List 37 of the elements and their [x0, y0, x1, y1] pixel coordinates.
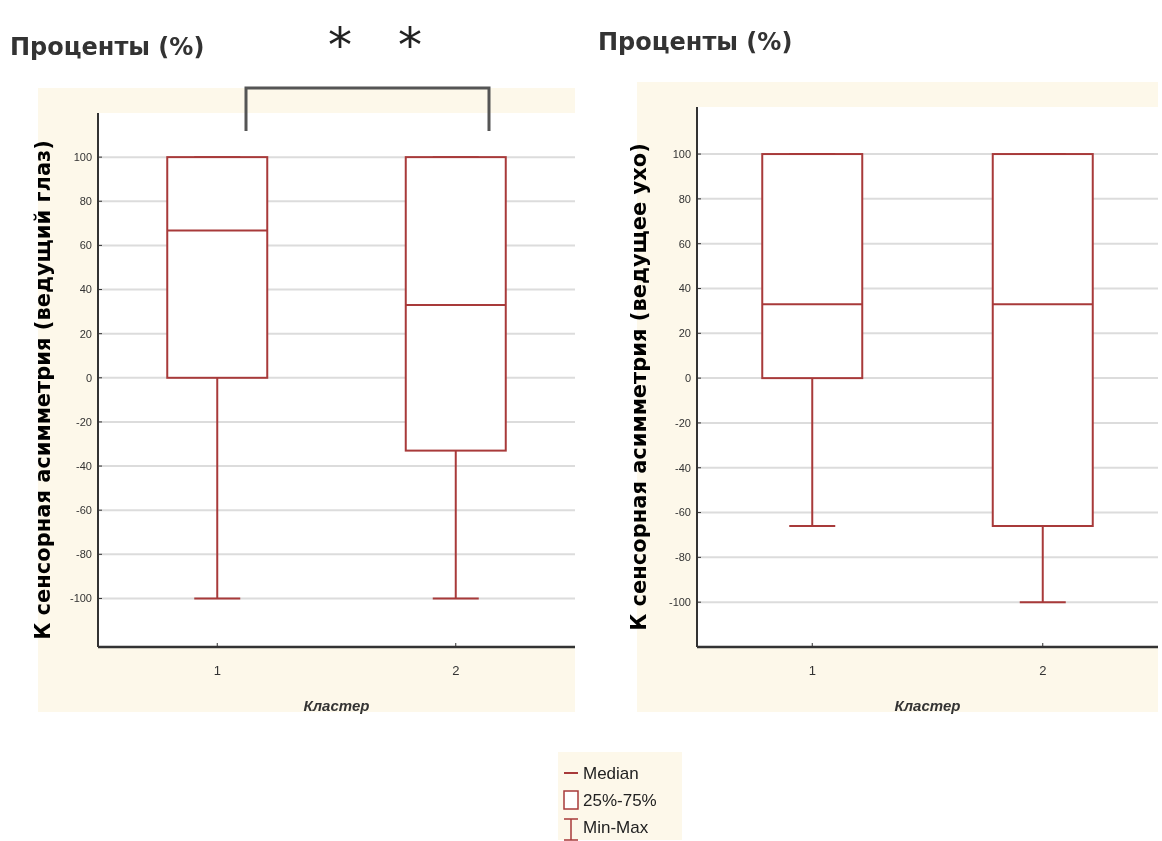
- y-tick-label: 100: [73, 150, 92, 163]
- y-tick-label: 40: [678, 282, 691, 295]
- y-tick-label: -20: [76, 415, 92, 428]
- x-tick-label: 1: [808, 663, 816, 678]
- y-tick-label: -80: [76, 548, 92, 561]
- chart-title: Проценты (%): [10, 33, 205, 61]
- y-tick-label: -40: [76, 459, 92, 472]
- text: *: [328, 17, 352, 73]
- y-tick-label: 20: [79, 327, 92, 340]
- y-tick-label: -60: [675, 506, 691, 519]
- y-tick-label: 60: [79, 239, 92, 252]
- y-tick-label: -20: [675, 416, 691, 429]
- y-tick-label: -60: [76, 504, 92, 517]
- x-tick-label: 1: [213, 663, 221, 678]
- y-tick-label: 40: [79, 283, 92, 296]
- y-axis-title: К сенсорная асимметрия (ведущий глаз): [31, 140, 55, 640]
- y-tick-label: 0: [684, 371, 691, 384]
- y-tick-label: 100: [672, 147, 691, 160]
- y-tick-label: -80: [675, 551, 691, 564]
- x-axis-title: Кластер: [303, 697, 370, 714]
- y-tick-label: -100: [69, 592, 92, 605]
- y-axis-title: К сенсорная асимметрия (ведущее ухо): [627, 143, 651, 631]
- x-axis-title: Кластер: [894, 697, 961, 714]
- y-tick-label: -40: [675, 461, 691, 474]
- y-tick-label: 80: [678, 192, 691, 205]
- text: Min-Max: [583, 818, 649, 837]
- text: *: [398, 17, 422, 73]
- y-tick-label: 20: [678, 327, 691, 340]
- y-tick-label: 80: [79, 195, 92, 208]
- y-tick-label: 0: [85, 371, 92, 384]
- chart-title: Проценты (%): [598, 28, 793, 56]
- x-tick-label: 2: [1039, 663, 1047, 678]
- text: Median: [583, 764, 639, 783]
- y-tick-label: 60: [678, 237, 691, 250]
- y-tick-label: -100: [668, 596, 691, 609]
- text: 25%-75%: [583, 791, 657, 810]
- x-tick-label: 2: [452, 663, 460, 678]
